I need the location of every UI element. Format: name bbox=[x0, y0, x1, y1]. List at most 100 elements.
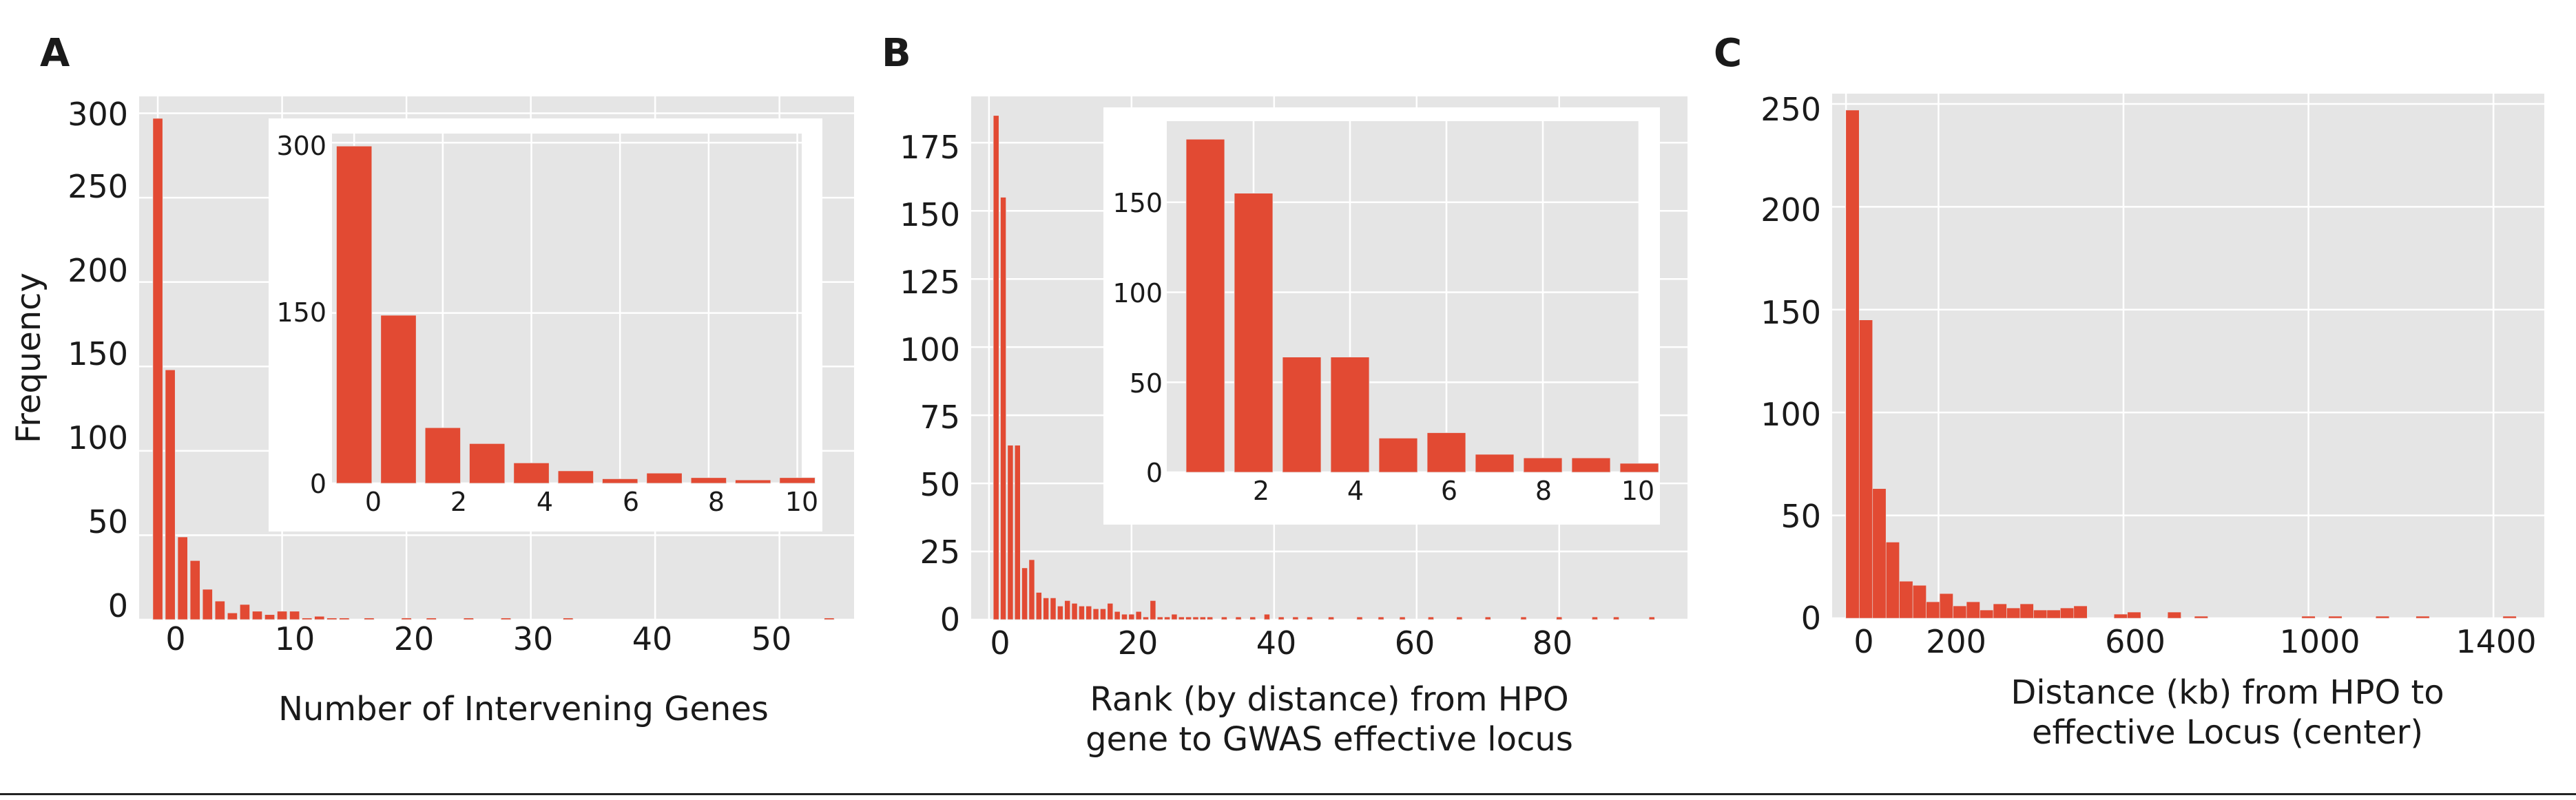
histogram-bar bbox=[339, 618, 350, 620]
histogram-bar bbox=[1064, 600, 1071, 620]
histogram-bar bbox=[2113, 613, 2128, 619]
panel-a: A 0 50 100 150 200 250 300 0 10 20 30 40… bbox=[10, 31, 854, 728]
x-tick-label: 20 bbox=[394, 620, 435, 657]
inset-y-tick-label: 0 bbox=[310, 469, 326, 499]
inset-x-tick-label: 10 bbox=[785, 487, 818, 517]
inset-x-tick-label: 6 bbox=[1441, 476, 1457, 506]
histogram-bar bbox=[1071, 602, 1078, 620]
y-tick-label: 150 bbox=[900, 196, 960, 233]
y-tick-label: 0 bbox=[1801, 600, 1821, 637]
y-tick-label: 75 bbox=[920, 399, 960, 436]
y-tick-labels-b: 0 25 50 75 100 125 150 175 bbox=[900, 129, 960, 638]
histogram-bar bbox=[1035, 592, 1042, 620]
inset-y-tick-label: 300 bbox=[276, 131, 326, 161]
inset-y-tick-label: 150 bbox=[276, 297, 326, 328]
histogram-bar bbox=[2033, 609, 2048, 619]
histogram-bar bbox=[2301, 615, 2316, 619]
panel-b: B 0 25 50 75 100 125 150 175 0 20 40 60 … bbox=[882, 31, 1687, 759]
histogram-bar bbox=[239, 604, 251, 620]
inset-histogram-bar bbox=[557, 470, 594, 484]
histogram-bar bbox=[1328, 616, 1335, 620]
x-tick-labels-c: 0 200 600 1000 1400 bbox=[1853, 623, 2536, 660]
x-tick-label: 40 bbox=[1256, 624, 1297, 662]
y-tick-labels-a: 0 50 100 150 200 250 300 bbox=[67, 96, 128, 624]
histogram-bar bbox=[1092, 608, 1099, 620]
y-tick-label: 250 bbox=[1760, 91, 1821, 128]
inset-x-tick-label: 4 bbox=[537, 487, 553, 517]
inset-histogram-bar bbox=[1378, 437, 1418, 473]
histogram-bar bbox=[1178, 616, 1185, 620]
histogram-bar bbox=[1171, 613, 1178, 620]
histogram-bar bbox=[1199, 616, 1206, 620]
histogram-bar bbox=[1192, 616, 1199, 620]
histogram-bar bbox=[314, 615, 325, 620]
histogram-bar bbox=[1307, 616, 1313, 620]
y-tick-label: 100 bbox=[1760, 396, 1821, 433]
histogram-bar bbox=[1456, 616, 1463, 620]
histogram-bar bbox=[1121, 613, 1128, 620]
histogram-bar bbox=[1235, 616, 1242, 620]
x-tick-label: 30 bbox=[513, 620, 554, 657]
y-tick-label: 250 bbox=[67, 168, 128, 205]
y-tick-label: 50 bbox=[87, 503, 128, 540]
x-axis-label-c-line1: Distance (kb) from HPO to bbox=[2011, 673, 2444, 712]
histogram-bar bbox=[251, 611, 263, 620]
histogram-bar bbox=[2046, 609, 2061, 619]
histogram-bar bbox=[1086, 605, 1092, 620]
y-tick-label: 150 bbox=[1760, 294, 1821, 331]
histogram-bar bbox=[1185, 616, 1192, 620]
histogram-bar bbox=[1953, 605, 1967, 619]
histogram-bar bbox=[1000, 197, 1007, 620]
x-tick-labels-a: 0 10 20 30 40 50 bbox=[165, 620, 791, 657]
histogram-bar bbox=[165, 369, 176, 620]
bars-b bbox=[993, 115, 1655, 620]
inset-y-tick-label: 50 bbox=[1130, 368, 1163, 399]
histogram-bar bbox=[426, 618, 437, 620]
histogram-bar bbox=[1980, 609, 1994, 619]
histogram-bar bbox=[1028, 559, 1035, 620]
inset-x-tick-label: 6 bbox=[623, 487, 639, 517]
y-tick-label: 125 bbox=[900, 264, 960, 301]
histogram-bar bbox=[1135, 611, 1142, 620]
histogram-bar bbox=[2375, 615, 2390, 619]
histogram-bar bbox=[500, 618, 512, 620]
y-tick-label: 150 bbox=[67, 335, 128, 372]
y-tick-label: 200 bbox=[67, 252, 128, 289]
histogram-bar bbox=[2416, 615, 2430, 619]
histogram-bar bbox=[189, 560, 200, 620]
histogram-bar bbox=[1114, 611, 1121, 620]
histogram-bar bbox=[2073, 605, 2088, 619]
inset-y-tick-label: 150 bbox=[1112, 188, 1163, 218]
inset-x-tick-label: 0 bbox=[365, 487, 382, 517]
panel-c: C 0 50 100 150 200 250 0 200 600 1000 14… bbox=[1714, 31, 2544, 752]
histogram-bar bbox=[264, 614, 276, 620]
y-tick-label: 25 bbox=[920, 534, 960, 571]
y-tick-label: 50 bbox=[920, 466, 960, 503]
histogram-bar bbox=[1872, 488, 1887, 619]
histogram-bar bbox=[563, 618, 574, 620]
y-tick-label: 175 bbox=[900, 129, 960, 166]
histogram-bar bbox=[1399, 616, 1406, 620]
x-tick-label: 200 bbox=[1926, 623, 1986, 660]
inset-b: 0 50 100 150 2 4 6 8 10 bbox=[1103, 107, 1660, 525]
histogram-bar bbox=[214, 600, 225, 620]
histogram-bar bbox=[1263, 613, 1270, 620]
inset-y-tick-labels-a: 0 150 300 bbox=[276, 131, 326, 499]
inset-histogram-bar bbox=[1571, 457, 1611, 473]
y-tick-label: 300 bbox=[67, 96, 128, 133]
histogram-bar bbox=[1292, 616, 1299, 620]
inset-histogram-bar bbox=[1330, 357, 1370, 473]
inset-x-tick-label: 8 bbox=[708, 487, 725, 517]
histogram-bar bbox=[289, 611, 300, 620]
histogram-bar bbox=[1858, 319, 1873, 619]
histogram-bar bbox=[1648, 616, 1655, 620]
inset-x-tick-label: 2 bbox=[1253, 476, 1269, 506]
histogram-bar bbox=[1249, 616, 1256, 620]
inset-x-tick-labels-b: 2 4 6 8 10 bbox=[1253, 476, 1654, 506]
inset-histogram-bar bbox=[1234, 193, 1274, 473]
histogram-bar bbox=[1099, 608, 1106, 620]
histogram-bar bbox=[1885, 542, 1900, 619]
histogram-bar bbox=[2127, 611, 2141, 619]
x-tick-label: 600 bbox=[2105, 623, 2165, 660]
